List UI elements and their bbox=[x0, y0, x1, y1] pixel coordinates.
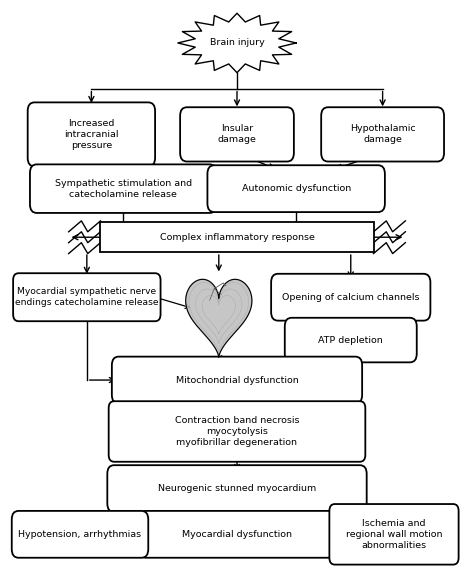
FancyBboxPatch shape bbox=[112, 357, 362, 403]
Text: Sympathetic stimulation and
catecholamine release: Sympathetic stimulation and catecholamin… bbox=[55, 178, 192, 199]
FancyBboxPatch shape bbox=[329, 504, 459, 564]
FancyBboxPatch shape bbox=[100, 222, 374, 252]
FancyBboxPatch shape bbox=[208, 165, 385, 212]
Text: Mitochondrial dysfunction: Mitochondrial dysfunction bbox=[176, 375, 298, 385]
Text: Contraction band necrosis
myocytolysis
myofibrillar degeneration: Contraction band necrosis myocytolysis m… bbox=[175, 416, 299, 447]
FancyBboxPatch shape bbox=[285, 318, 417, 363]
Text: Brain injury: Brain injury bbox=[210, 38, 264, 47]
Text: Autonomic dysfunction: Autonomic dysfunction bbox=[242, 184, 351, 193]
Text: Insular
damage: Insular damage bbox=[218, 124, 256, 145]
FancyBboxPatch shape bbox=[180, 107, 294, 161]
Polygon shape bbox=[186, 279, 252, 357]
Text: Hypothalamic
damage: Hypothalamic damage bbox=[350, 124, 415, 145]
Text: Increased
intracranial
pressure: Increased intracranial pressure bbox=[64, 119, 118, 150]
Text: Complex inflammatory response: Complex inflammatory response bbox=[160, 233, 314, 242]
Text: Opening of calcium channels: Opening of calcium channels bbox=[282, 293, 419, 302]
FancyBboxPatch shape bbox=[13, 273, 161, 321]
Text: ATP depletion: ATP depletion bbox=[319, 336, 383, 345]
FancyBboxPatch shape bbox=[109, 401, 365, 462]
FancyBboxPatch shape bbox=[27, 103, 155, 166]
FancyBboxPatch shape bbox=[139, 511, 335, 558]
FancyBboxPatch shape bbox=[30, 164, 217, 213]
FancyBboxPatch shape bbox=[12, 511, 148, 558]
FancyBboxPatch shape bbox=[271, 274, 430, 321]
Text: Hypotension, arrhythmias: Hypotension, arrhythmias bbox=[18, 530, 142, 539]
Text: Ischemia and
regional wall motion
abnormalities: Ischemia and regional wall motion abnorm… bbox=[346, 519, 442, 550]
FancyBboxPatch shape bbox=[321, 107, 444, 161]
Text: Myocardial dysfunction: Myocardial dysfunction bbox=[182, 530, 292, 539]
Polygon shape bbox=[178, 13, 296, 73]
FancyBboxPatch shape bbox=[107, 465, 367, 512]
Text: Neurogenic stunned myocardium: Neurogenic stunned myocardium bbox=[158, 484, 316, 493]
Text: Myocardial sympathetic nerve
endings catecholamine release: Myocardial sympathetic nerve endings cat… bbox=[15, 287, 159, 307]
